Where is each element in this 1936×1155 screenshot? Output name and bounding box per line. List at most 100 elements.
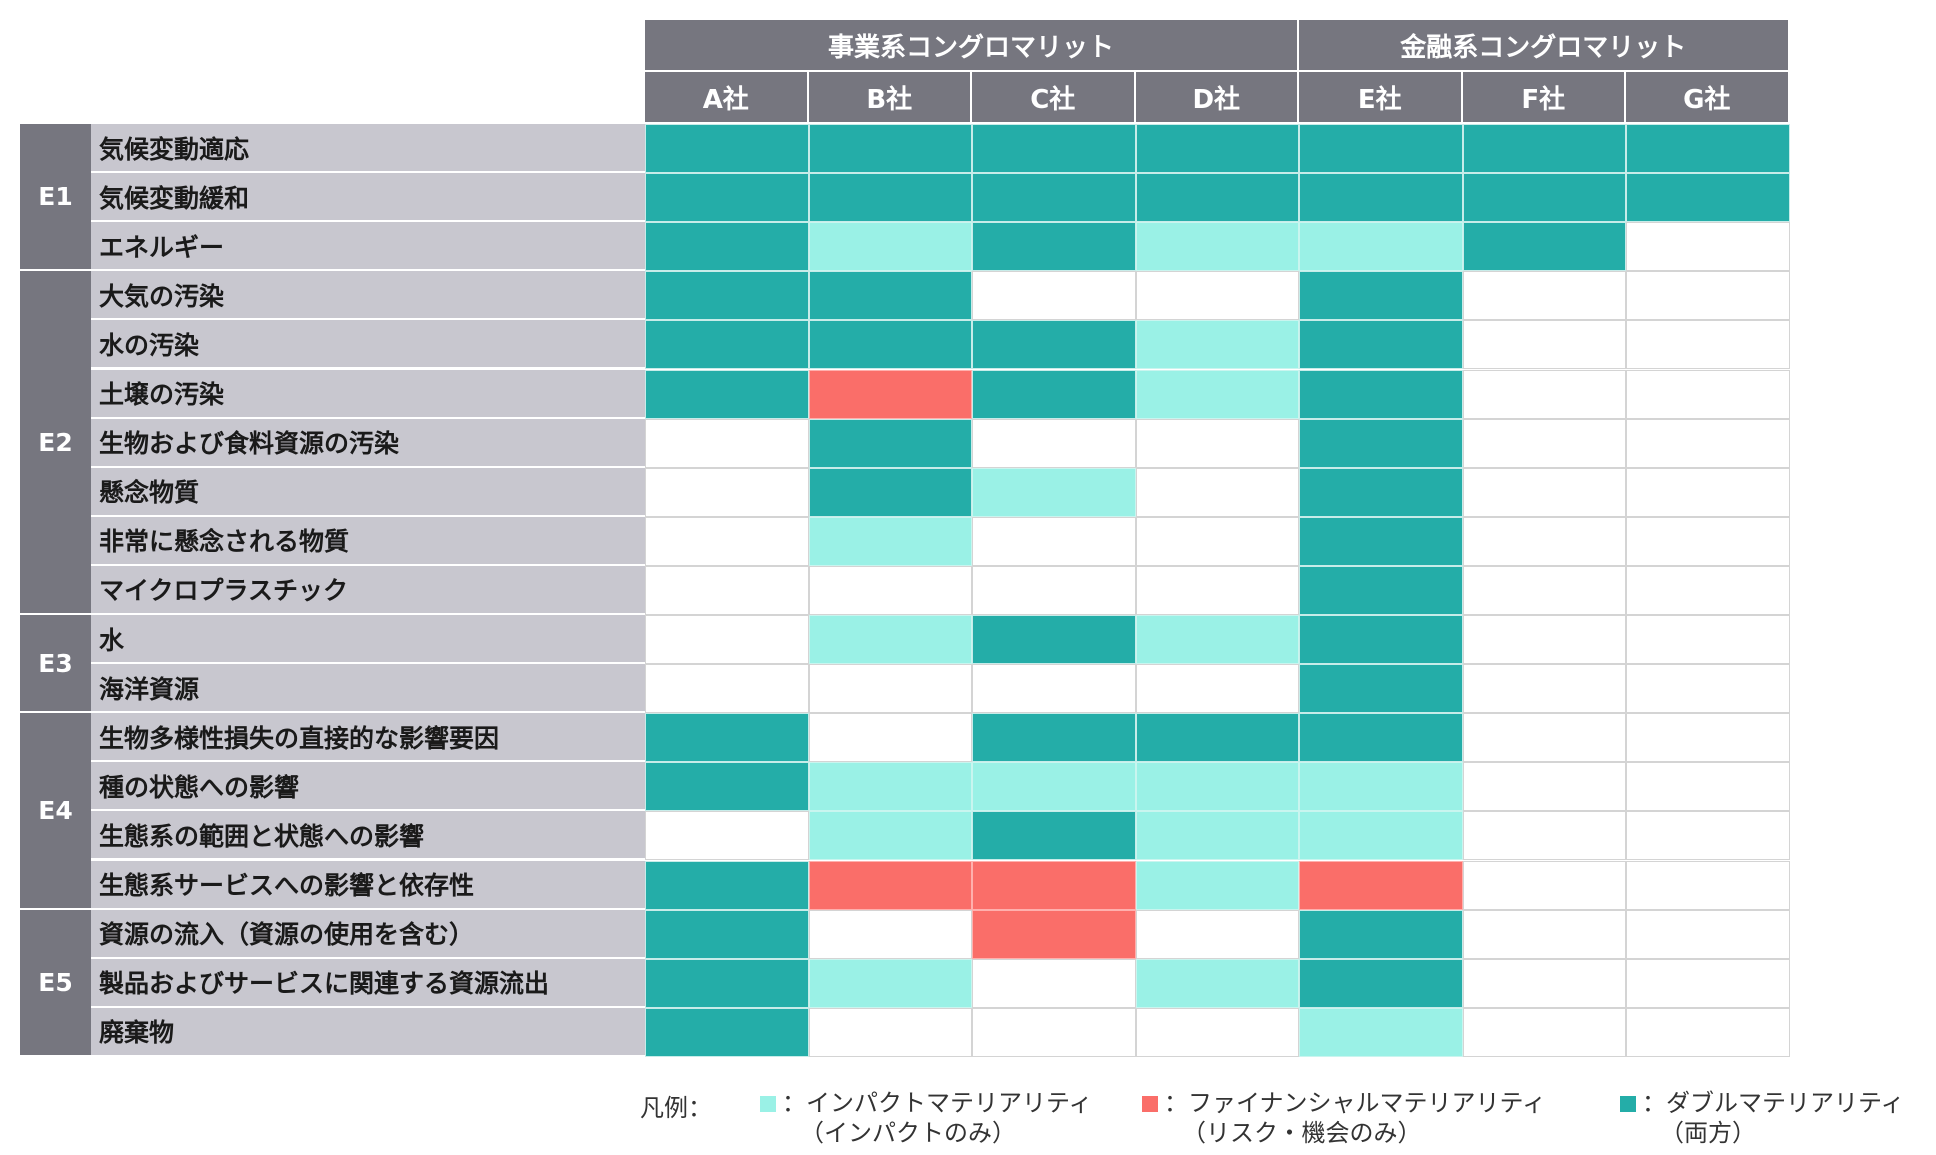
matrix-cell bbox=[808, 222, 972, 272]
matrix-cell bbox=[1626, 271, 1790, 321]
matrix-cell bbox=[1462, 467, 1626, 517]
matrix-cell bbox=[1462, 1007, 1626, 1057]
matrix-cell bbox=[808, 664, 972, 714]
matrix-cell bbox=[1135, 124, 1299, 174]
matrix-cell bbox=[1626, 124, 1790, 174]
matrix-cell bbox=[1299, 958, 1463, 1008]
matrix-cell bbox=[1462, 124, 1626, 174]
matrix-cell bbox=[1626, 762, 1790, 812]
matrix-cell bbox=[645, 565, 809, 615]
legend-item-impact: ：インパクトマテリアリティ （インパクトのみ） bbox=[760, 1088, 1093, 1148]
matrix-cell bbox=[1626, 222, 1790, 272]
matrix-cell bbox=[808, 860, 972, 910]
matrix-cell bbox=[1135, 516, 1299, 566]
matrix-cell bbox=[645, 762, 809, 812]
matrix-cell bbox=[1299, 467, 1463, 517]
row-group-label: E1 bbox=[20, 124, 91, 272]
matrix-cell bbox=[1462, 516, 1626, 566]
matrix-cell bbox=[972, 1007, 1136, 1057]
matrix-cell bbox=[972, 713, 1136, 763]
matrix-cell bbox=[1626, 811, 1790, 861]
matrix-cell bbox=[1135, 565, 1299, 615]
matrix-cell bbox=[645, 958, 809, 1008]
matrix-cell bbox=[808, 1007, 972, 1057]
matrix-cell bbox=[972, 565, 1136, 615]
matrix-cell bbox=[645, 222, 809, 272]
row-label: 大気の汚染 bbox=[91, 271, 645, 321]
legend-label-double: ：ダブルマテリアリティ bbox=[1642, 1089, 1905, 1117]
matrix-cell bbox=[1462, 369, 1626, 419]
matrix-cell bbox=[972, 516, 1136, 566]
matrix-cell bbox=[1462, 271, 1626, 321]
row-label: 生物多様性損失の直接的な影響要因 bbox=[91, 713, 645, 763]
column-header: G社 bbox=[1626, 72, 1790, 124]
matrix-cell bbox=[808, 516, 972, 566]
matrix-cell bbox=[1462, 811, 1626, 861]
matrix-cell bbox=[972, 369, 1136, 419]
row-label: 生態系サービスへの影響と依存性 bbox=[91, 860, 645, 910]
matrix-cell bbox=[808, 467, 972, 517]
matrix-cell bbox=[808, 713, 972, 763]
column-header: C社 bbox=[972, 72, 1136, 124]
matrix-cell bbox=[1462, 222, 1626, 272]
matrix-cell bbox=[808, 124, 972, 174]
row-label: 種の状態への影響 bbox=[91, 762, 645, 812]
legend-label-impact: ：インパクトマテリアリティ bbox=[782, 1089, 1093, 1117]
row-group-label: E5 bbox=[20, 909, 91, 1057]
matrix-cell bbox=[1626, 467, 1790, 517]
matrix-cell bbox=[1135, 467, 1299, 517]
matrix-cell bbox=[1135, 958, 1299, 1008]
matrix-cell bbox=[972, 467, 1136, 517]
matrix-cell bbox=[1135, 860, 1299, 910]
matrix-cell bbox=[808, 369, 972, 419]
matrix-cell bbox=[1135, 664, 1299, 714]
matrix-cell bbox=[645, 909, 809, 959]
matrix-cell bbox=[1626, 664, 1790, 714]
matrix-cell bbox=[645, 811, 809, 861]
matrix-cell bbox=[1462, 565, 1626, 615]
legend-item-financial: ：ファイナンシャルマテリアリティ （リスク・機会のみ） bbox=[1142, 1088, 1546, 1148]
matrix-cell bbox=[808, 909, 972, 959]
row-group-label: E3 bbox=[20, 615, 91, 714]
matrix-cell bbox=[1462, 958, 1626, 1008]
matrix-cell bbox=[1299, 909, 1463, 959]
matrix-cell bbox=[972, 860, 1136, 910]
row-group-label: E4 bbox=[20, 713, 91, 910]
matrix-cell bbox=[1462, 173, 1626, 223]
row-label: エネルギー bbox=[91, 222, 645, 272]
row-label: 製品およびサービスに関連する資源流出 bbox=[91, 958, 645, 1008]
matrix-cell bbox=[645, 369, 809, 419]
matrix-cell bbox=[1135, 369, 1299, 419]
matrix-cell bbox=[645, 467, 809, 517]
matrix-cell bbox=[1135, 713, 1299, 763]
matrix-cell bbox=[1135, 222, 1299, 272]
row-label: 生態系の範囲と状態への影響 bbox=[91, 811, 645, 861]
matrix-cell bbox=[1626, 1007, 1790, 1057]
matrix-cell bbox=[1135, 909, 1299, 959]
row-label: 水の汚染 bbox=[91, 320, 645, 370]
matrix-cell bbox=[1299, 173, 1463, 223]
column-header: B社 bbox=[808, 72, 972, 124]
matrix-cell bbox=[1462, 713, 1626, 763]
matrix-cell bbox=[808, 418, 972, 468]
legend-swatch-impact bbox=[760, 1096, 776, 1112]
matrix-cell bbox=[1135, 271, 1299, 321]
legend-swatch-financial bbox=[1142, 1096, 1158, 1112]
matrix-cell bbox=[1299, 762, 1463, 812]
matrix-cell bbox=[808, 615, 972, 665]
matrix-cell bbox=[1299, 615, 1463, 665]
matrix-cell bbox=[1462, 762, 1626, 812]
matrix-cell bbox=[1299, 516, 1463, 566]
matrix-cell bbox=[808, 762, 972, 812]
legend-swatch-double bbox=[1620, 1096, 1636, 1112]
legend-item-double: ：ダブルマテリアリティ （両方） bbox=[1620, 1088, 1905, 1148]
matrix-cell bbox=[1462, 664, 1626, 714]
matrix-cell bbox=[645, 124, 809, 174]
matrix-cell bbox=[1135, 811, 1299, 861]
row-label: 気候変動緩和 bbox=[91, 173, 645, 223]
column-header: D社 bbox=[1135, 72, 1299, 124]
row-label: 土壌の汚染 bbox=[91, 369, 645, 419]
row-label: 海洋資源 bbox=[91, 664, 645, 714]
matrix-cell bbox=[972, 958, 1136, 1008]
